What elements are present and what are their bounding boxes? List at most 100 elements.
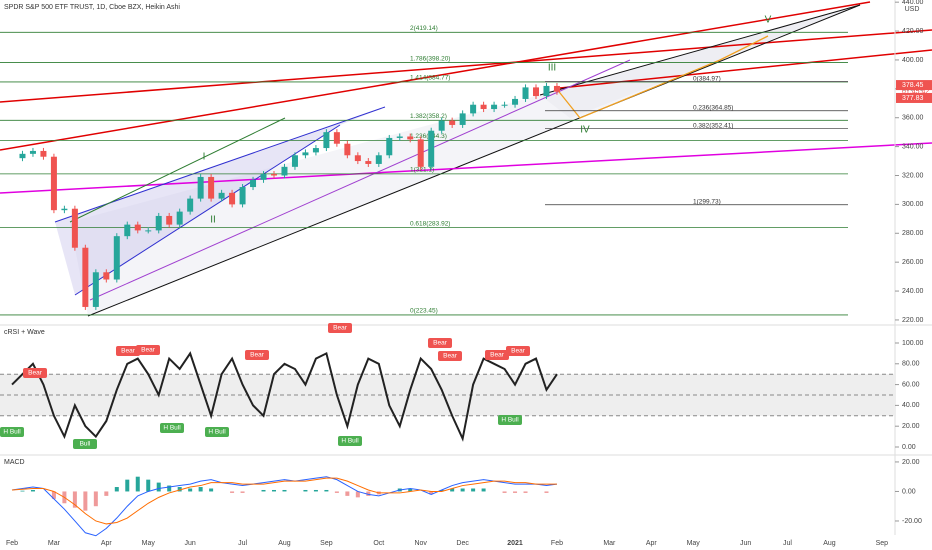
signal-label: Bear bbox=[433, 340, 448, 347]
x-tick-label: Mar bbox=[603, 540, 616, 547]
signal-tag bbox=[205, 427, 229, 437]
candle bbox=[323, 132, 330, 149]
candle bbox=[134, 224, 141, 231]
fib-label: 0(384.97) bbox=[693, 75, 721, 82]
histogram-bar bbox=[72, 491, 77, 508]
x-tick-label: Aug bbox=[823, 540, 836, 547]
y-tick-label: 0.00 bbox=[902, 488, 916, 495]
histogram-bar bbox=[125, 479, 130, 492]
signal-tag bbox=[328, 323, 352, 333]
y-tick-label: 420.00 bbox=[902, 28, 924, 35]
histogram-bar bbox=[135, 476, 140, 492]
signal-tag bbox=[160, 423, 184, 433]
candle bbox=[417, 139, 424, 167]
x-tick-label: Aug bbox=[278, 540, 291, 547]
candle bbox=[365, 161, 372, 164]
histogram-bar bbox=[198, 487, 203, 492]
macd-line bbox=[11, 477, 557, 525]
candle bbox=[61, 208, 68, 211]
candle bbox=[145, 230, 152, 232]
histogram-bar bbox=[261, 489, 266, 492]
trendline bbox=[87, 4, 861, 317]
wave-label: III bbox=[548, 63, 556, 74]
wave-label: II bbox=[210, 215, 216, 226]
candle bbox=[50, 156, 57, 211]
signal-label: Bear bbox=[511, 348, 526, 355]
histogram-bar bbox=[334, 491, 339, 493]
x-tick-label: Feb bbox=[6, 540, 18, 547]
x-tick-label: Jun bbox=[185, 540, 196, 547]
x-tick-label: May bbox=[687, 540, 701, 547]
candle bbox=[19, 153, 26, 159]
histogram-bar bbox=[93, 491, 98, 507]
candle bbox=[92, 272, 99, 307]
signal-tag bbox=[245, 350, 269, 360]
candle bbox=[281, 166, 288, 176]
fib-label: 1.786(398.20) bbox=[410, 55, 450, 62]
candle bbox=[250, 179, 257, 188]
crsi-line bbox=[11, 351, 558, 442]
histogram-bar bbox=[450, 488, 455, 492]
macd-line bbox=[11, 476, 558, 537]
y-tick-label: 400.00 bbox=[902, 57, 924, 64]
histogram-bar bbox=[303, 489, 308, 492]
x-tick-label: Sep bbox=[320, 540, 333, 547]
histogram-bar bbox=[83, 491, 88, 511]
signal-label: Bear bbox=[490, 352, 505, 359]
histogram-bar bbox=[104, 491, 109, 496]
y-tick-label: 20.00 bbox=[902, 459, 920, 466]
x-tick-label: Nov bbox=[414, 540, 427, 547]
candle bbox=[291, 155, 298, 167]
histogram-bar bbox=[523, 491, 528, 493]
candle bbox=[375, 155, 382, 164]
pane-title: cRSI + Wave bbox=[4, 329, 45, 336]
y-tick-label: 280.00 bbox=[902, 230, 924, 237]
fib-label: 1.382(358.2) bbox=[410, 113, 447, 120]
fib-label: 1.414(384.77) bbox=[410, 75, 450, 82]
candle bbox=[354, 155, 361, 162]
histogram-bar bbox=[272, 489, 276, 492]
candle bbox=[229, 192, 236, 205]
y-tick-label: 100.00 bbox=[902, 340, 924, 347]
signal-label: H Bull bbox=[208, 429, 226, 436]
x-tick-label: Mar bbox=[48, 540, 61, 547]
signal-label: Bear bbox=[121, 348, 136, 355]
histogram-bar bbox=[366, 491, 371, 496]
projection bbox=[555, 35, 769, 119]
signal-tag bbox=[498, 415, 522, 425]
candle bbox=[480, 104, 487, 110]
x-tick-label: Jul bbox=[238, 540, 247, 547]
y-tick-label: 40.00 bbox=[902, 402, 920, 409]
candle bbox=[543, 85, 550, 97]
candle bbox=[553, 85, 560, 92]
price-tag bbox=[896, 92, 932, 103]
histogram-bar bbox=[471, 488, 476, 492]
signal-label: Bull bbox=[80, 441, 91, 448]
trendline bbox=[89, 59, 631, 301]
signal-tag bbox=[338, 436, 362, 446]
candle bbox=[218, 192, 225, 199]
fib-label: 1(299.73) bbox=[693, 198, 721, 205]
chart-title: SPDR S&P 500 ETF TRUST, 1D, Cboe BZX, He… bbox=[4, 4, 180, 11]
signal-tag bbox=[485, 350, 509, 360]
candle bbox=[491, 104, 498, 110]
histogram-bar bbox=[282, 489, 287, 492]
signal-tag bbox=[438, 351, 462, 361]
x-tick-label: May bbox=[142, 540, 156, 547]
histogram-bar bbox=[230, 491, 235, 493]
trendline bbox=[0, 142, 932, 194]
histogram-bar bbox=[502, 491, 507, 493]
histogram-bar bbox=[156, 482, 161, 492]
signal-label: H Bull bbox=[501, 417, 519, 424]
y-tick-label: 220.00 bbox=[902, 317, 924, 324]
candle bbox=[459, 113, 466, 125]
histogram-bar bbox=[209, 488, 214, 492]
wave-label: I bbox=[203, 152, 206, 163]
candle bbox=[386, 137, 393, 156]
candle bbox=[522, 87, 529, 99]
signal-tag bbox=[428, 338, 452, 348]
candle bbox=[124, 224, 131, 237]
y-tick-label: 360.00 bbox=[902, 115, 924, 122]
fib-label: 0.382(352.41) bbox=[693, 122, 733, 129]
